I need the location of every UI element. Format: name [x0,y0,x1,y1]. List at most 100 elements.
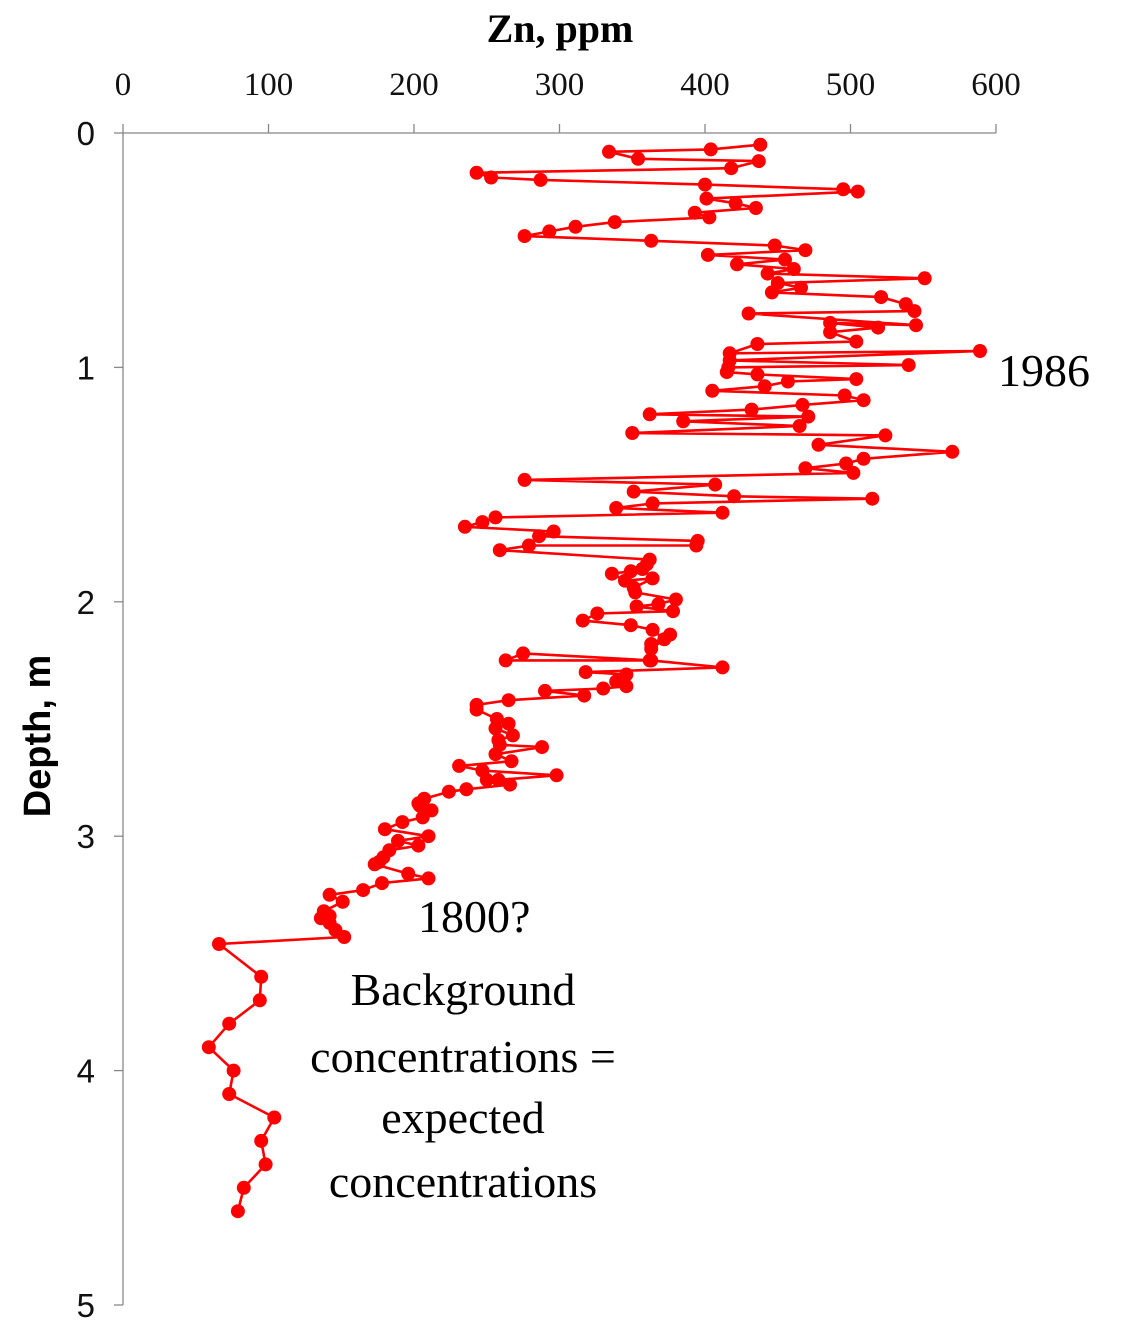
data-point [849,372,864,387]
data-point [505,728,520,743]
annotation-background-line2: concentrations = [310,1031,616,1082]
data-point [644,653,659,668]
data-point [459,782,474,797]
data-point [252,993,267,1008]
data-point [708,477,723,492]
data-point [575,613,590,628]
data-point [503,777,517,792]
data-point [625,426,640,440]
data-point [689,538,704,553]
chart-title: Zn, ppm [487,6,634,51]
data-point [517,472,532,487]
annotation-background-line1: Background [351,964,576,1015]
data-point [715,660,730,675]
data-point [488,721,503,736]
data-point [411,838,426,853]
data-point [421,829,436,844]
annotation-1986: 1986 [998,345,1090,396]
data-point [750,337,765,351]
data-point [596,681,611,696]
data-point [604,566,619,581]
data-point [850,184,865,199]
data-point [760,266,775,281]
data-point [795,397,810,412]
data-point [254,969,269,984]
data-point [356,883,371,898]
data-point [663,627,678,642]
data-point [546,524,561,539]
data-point [750,367,765,382]
annotation-1800: 1800? [418,891,530,942]
data-point [798,243,813,258]
x-tick-label: 100 [244,67,294,103]
data-point [837,388,852,403]
data-point [322,887,337,902]
data-point [823,325,838,340]
data-point [441,784,456,799]
data-point [856,451,871,466]
data-point [744,402,759,417]
data-point [699,191,714,206]
data-point [676,414,691,429]
data-point [254,1133,269,1148]
data-point [778,252,792,267]
data-point [626,484,641,499]
data-point [780,374,795,389]
y-tick-label: 1 [77,349,95,386]
data-point [521,538,536,553]
tick-labels: 0 100 200 300 400 500 600 0 1 2 3 4 5 [77,67,1021,1320]
data-point [705,383,720,398]
data-point [421,871,436,886]
data-point [973,344,987,358]
data-point [644,233,659,248]
data-point [798,461,813,476]
data-point [484,170,499,185]
data-point [609,501,624,515]
x-tick-label: 500 [826,67,876,103]
data-point [578,665,593,680]
data-point [917,271,932,286]
data-point [222,1016,237,1031]
data-point [623,618,638,633]
data-point [644,637,659,651]
data-point [668,592,683,607]
data-point [212,937,226,951]
data-point [871,320,886,335]
x-tick-label: 300 [535,67,585,103]
data-point [222,1087,237,1101]
y-tick-label: 3 [77,818,95,855]
data-point [335,894,350,909]
data-point [337,930,352,944]
data-point [542,224,557,239]
x-tick-label: 0 [115,67,132,103]
y-tick-label: 4 [77,1053,95,1090]
data-point [628,585,643,600]
annotation-background-line3: expected [381,1092,544,1143]
ticks [114,124,997,1306]
data-point [645,496,660,511]
data-point [395,815,410,830]
data-point [909,318,923,333]
data-point [698,177,712,192]
data-point [719,365,734,380]
data-point [568,219,583,234]
data-point [377,822,392,837]
y-tick-label: 5 [77,1287,95,1320]
data-point [577,688,592,703]
data-point [535,740,549,755]
data-point [267,1110,282,1125]
data-point [645,622,660,637]
data-point [751,154,766,169]
data-point [631,151,646,166]
data-point [767,238,782,253]
data-point [811,437,826,452]
data-point [619,667,634,682]
data-point [651,597,666,612]
data-point [452,758,467,773]
y-axis-label: Depth, m [17,655,59,818]
data-point [753,137,768,152]
data-point [645,571,660,586]
data-point [801,409,816,424]
data-point [901,358,916,373]
annotation-background-line4: concentrations [329,1156,597,1207]
